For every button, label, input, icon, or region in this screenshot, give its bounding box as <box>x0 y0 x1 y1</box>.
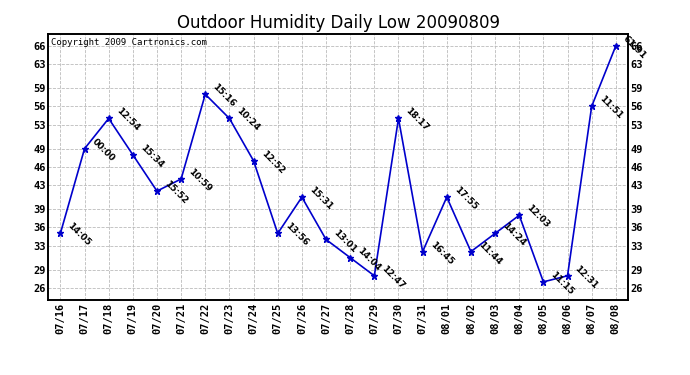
Text: 12:03: 12:03 <box>525 203 551 230</box>
Text: 16:45: 16:45 <box>428 240 455 266</box>
Text: Copyright 2009 Cartronics.com: Copyright 2009 Cartronics.com <box>51 38 207 47</box>
Text: 00:00: 00:00 <box>90 137 117 163</box>
Title: Outdoor Humidity Daily Low 20090809: Outdoor Humidity Daily Low 20090809 <box>177 14 500 32</box>
Text: 13:56: 13:56 <box>284 222 310 248</box>
Text: 61:91: 61:91 <box>622 34 648 61</box>
Text: 15:31: 15:31 <box>308 185 334 212</box>
Text: 17:55: 17:55 <box>453 185 479 212</box>
Text: 15:16: 15:16 <box>211 82 237 109</box>
Text: 12:31: 12:31 <box>573 264 600 291</box>
Text: 12:47: 12:47 <box>380 264 406 291</box>
Text: 14:24: 14:24 <box>501 222 527 248</box>
Text: 11:44: 11:44 <box>477 240 503 267</box>
Text: 11:15: 11:15 <box>549 270 575 297</box>
Text: 14:04: 14:04 <box>356 246 382 272</box>
Text: 12:54: 12:54 <box>115 106 141 133</box>
Text: 14:05: 14:05 <box>66 222 92 248</box>
Text: 15:34: 15:34 <box>139 143 165 170</box>
Text: 18:17: 18:17 <box>404 106 431 133</box>
Text: 15:52: 15:52 <box>163 179 189 206</box>
Text: 12:52: 12:52 <box>259 149 286 176</box>
Text: 10:24: 10:24 <box>235 106 262 133</box>
Text: 11:51: 11:51 <box>598 94 624 121</box>
Text: 10:59: 10:59 <box>187 167 213 194</box>
Text: 13:01: 13:01 <box>332 228 358 254</box>
